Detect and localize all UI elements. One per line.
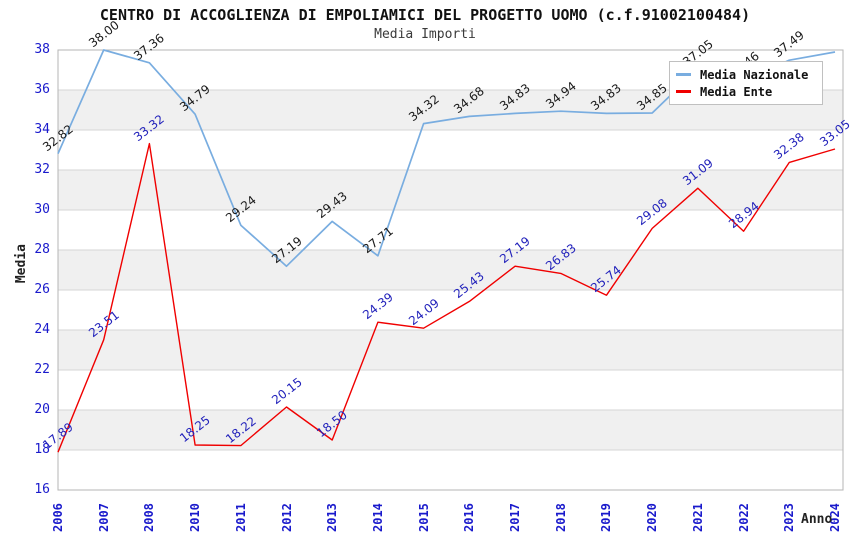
legend: Media Nazionale Media Ente [669, 61, 823, 105]
y-tick-label: 24 [34, 322, 50, 337]
legend-label: Media Nazionale [700, 67, 809, 82]
y-tick-label: 28 [34, 242, 50, 257]
x-tick-label: 2018 [553, 503, 568, 532]
x-tick-label: 2012 [279, 503, 294, 532]
y-axis-title: Media [14, 244, 29, 284]
y-tick-label: 18 [34, 442, 50, 457]
y-tick-label: 34 [34, 122, 50, 137]
x-tick-label: 2006 [51, 503, 65, 532]
y-tick-label: 22 [34, 362, 50, 377]
y-tick-label: 16 [34, 482, 50, 497]
x-tick-label: 2016 [462, 503, 477, 532]
chart-title: CENTRO DI ACCOGLIENZA DI EMPOLIAMICI DEL… [99, 6, 751, 24]
plot-border [57, 49, 844, 491]
legend-swatch-red [676, 90, 691, 93]
x-tick-label: 2011 [233, 503, 248, 532]
legend-item-media-ente: Media Ente [676, 83, 817, 100]
series-line-media-ente [57, 142, 836, 453]
x-tick-label: 2014 [370, 503, 385, 532]
x-tick-label: 2015 [416, 503, 431, 532]
grid-band [58, 410, 843, 450]
legend-label: Media Ente [700, 84, 773, 99]
x-tick-label: 2010 [188, 503, 203, 532]
x-tick-label: 2017 [508, 503, 523, 532]
y-tick-label: 26 [34, 282, 50, 297]
x-tick-label: 2007 [96, 503, 111, 532]
y-tick-label: 32 [34, 162, 50, 177]
y-tick-label: 30 [34, 202, 50, 217]
chart-subtitle: Media Importi [374, 27, 476, 42]
x-tick-label: 2022 [736, 503, 751, 532]
y-tick-label: 36 [34, 82, 50, 97]
x-tick-label: 2020 [645, 503, 660, 532]
legend-swatch-blue [676, 73, 691, 76]
x-tick-label: 2008 [142, 503, 157, 532]
y-tick-label: 38 [34, 42, 50, 57]
y-tick-label: 20 [34, 402, 50, 417]
legend-item-media-nazionale: Media Nazionale [676, 66, 817, 83]
x-tick-label: 2013 [325, 503, 340, 532]
grid-band [58, 250, 843, 290]
x-tick-label: 2021 [690, 503, 705, 532]
x-tick-label: 2019 [599, 503, 614, 532]
grid-band [58, 170, 843, 210]
grid-band [58, 330, 843, 370]
x-tick-label: 2023 [782, 503, 797, 532]
x-axis-title: Anno [801, 512, 833, 527]
